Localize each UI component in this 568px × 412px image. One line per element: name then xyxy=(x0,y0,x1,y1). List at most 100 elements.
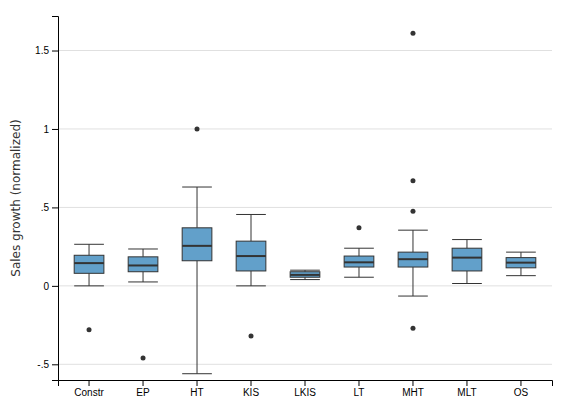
whisker-cap-low xyxy=(452,283,482,284)
x-tick-label: LKIS xyxy=(294,387,316,398)
box xyxy=(128,257,158,272)
box-group xyxy=(398,31,428,331)
grid-line xyxy=(58,364,552,365)
y-tick: 1.5 xyxy=(35,45,58,56)
outlier xyxy=(410,31,415,36)
grid-line xyxy=(58,285,552,286)
y-tick-mark xyxy=(52,364,58,365)
y-tick: -.5 xyxy=(37,359,58,370)
y-tick-mark xyxy=(52,129,58,130)
whisker-low xyxy=(89,273,90,286)
outlier xyxy=(410,178,415,183)
whisker-high xyxy=(89,244,90,255)
y-tick-label: .5 xyxy=(41,202,50,213)
outlier xyxy=(249,334,254,339)
whisker-cap-low xyxy=(506,275,536,276)
x-tick: LT xyxy=(354,380,365,398)
y-tick: .5 xyxy=(41,202,58,213)
y-axis-line xyxy=(52,17,59,381)
median xyxy=(506,262,536,264)
y-tick: 1 xyxy=(43,124,58,135)
plot: -.5 0 .5 1 1.5 Constr EP HT KIS LKIS LT MHT MLT OS xyxy=(35,17,552,399)
whisker-low xyxy=(466,271,467,284)
whisker-cap-high xyxy=(452,239,482,240)
whisker-low xyxy=(143,272,144,282)
x-tick-mark xyxy=(466,380,467,386)
median xyxy=(452,257,482,259)
box xyxy=(74,255,104,273)
x-axis-line xyxy=(59,381,553,387)
whisker-high xyxy=(466,240,467,249)
x-tick-mark xyxy=(89,380,90,386)
x-tick-mark xyxy=(197,380,198,386)
median xyxy=(182,245,212,247)
whisker-low xyxy=(358,267,359,277)
x-tick-label: HT xyxy=(190,387,203,398)
whisker-cap-high xyxy=(236,214,266,215)
outlier xyxy=(87,327,92,332)
x-tick: MLT xyxy=(457,380,476,398)
grid-line xyxy=(58,50,552,51)
box-group xyxy=(128,249,158,361)
whisker-high xyxy=(520,252,521,257)
x-tick: KIS xyxy=(243,380,259,398)
whisker-cap-low xyxy=(236,285,266,286)
whisker-cap-high xyxy=(74,244,104,245)
x-tick-mark xyxy=(251,380,252,386)
x-tick-mark xyxy=(358,380,359,386)
whisker-high xyxy=(412,230,413,252)
whisker-cap-high xyxy=(182,187,212,188)
grid-line xyxy=(58,207,552,208)
whisker-cap-low xyxy=(344,277,374,278)
y-tick: 0 xyxy=(43,281,58,292)
x-tick-label: OS xyxy=(514,387,529,398)
box xyxy=(398,252,428,267)
whisker-cap-high xyxy=(290,270,320,271)
box-group xyxy=(182,126,212,373)
x-tick: OS xyxy=(514,380,529,398)
y-tick-label: -.5 xyxy=(37,359,49,370)
whisker-cap-low xyxy=(182,373,212,374)
whisker-cap-high xyxy=(128,248,158,249)
whisker-high xyxy=(197,187,198,228)
outlier xyxy=(141,356,146,361)
y-axis: -.5 0 .5 1 1.5 xyxy=(35,17,58,381)
x-tick-label: EP xyxy=(136,387,150,398)
chart: -.5 0 .5 1 1.5 Constr EP HT KIS LKIS LT MHT MLT OS Sal… xyxy=(0,0,568,412)
x-tick-label: MLT xyxy=(457,387,476,398)
grid xyxy=(58,51,552,365)
x-tick-label: MHT xyxy=(402,387,424,398)
y-tick-mark xyxy=(52,51,58,52)
box xyxy=(344,256,374,267)
median xyxy=(128,264,158,266)
outlier xyxy=(410,326,415,331)
outlier xyxy=(356,225,361,230)
y-tick-label: 1 xyxy=(43,124,49,135)
x-tick: HT xyxy=(190,380,203,398)
median xyxy=(74,262,104,264)
x-tick-mark xyxy=(412,380,413,386)
whisker-high xyxy=(358,248,359,256)
box xyxy=(506,258,536,268)
whisker-cap-high xyxy=(506,252,536,253)
x-tick-mark xyxy=(305,380,306,386)
whisker-cap-high xyxy=(344,248,374,249)
x-tick-label: Constr xyxy=(74,387,104,398)
x-tick: LKIS xyxy=(294,380,316,398)
whisker-cap-low xyxy=(74,285,104,286)
grid-line xyxy=(58,128,552,129)
box-group xyxy=(74,244,104,332)
whisker-low xyxy=(412,267,413,296)
box-group xyxy=(344,225,374,277)
median xyxy=(236,255,266,257)
median xyxy=(398,258,428,260)
y-axis-title: Sales growth (normalized) xyxy=(9,119,23,276)
y-tick-mark xyxy=(52,286,58,287)
box-group xyxy=(290,270,320,279)
median xyxy=(344,261,374,263)
whisker-cap-low xyxy=(290,279,320,280)
whisker-cap-low xyxy=(398,296,428,297)
whisker-high xyxy=(143,249,144,257)
y-tick-mark xyxy=(52,207,58,208)
y-tick-label: 0 xyxy=(43,281,49,292)
